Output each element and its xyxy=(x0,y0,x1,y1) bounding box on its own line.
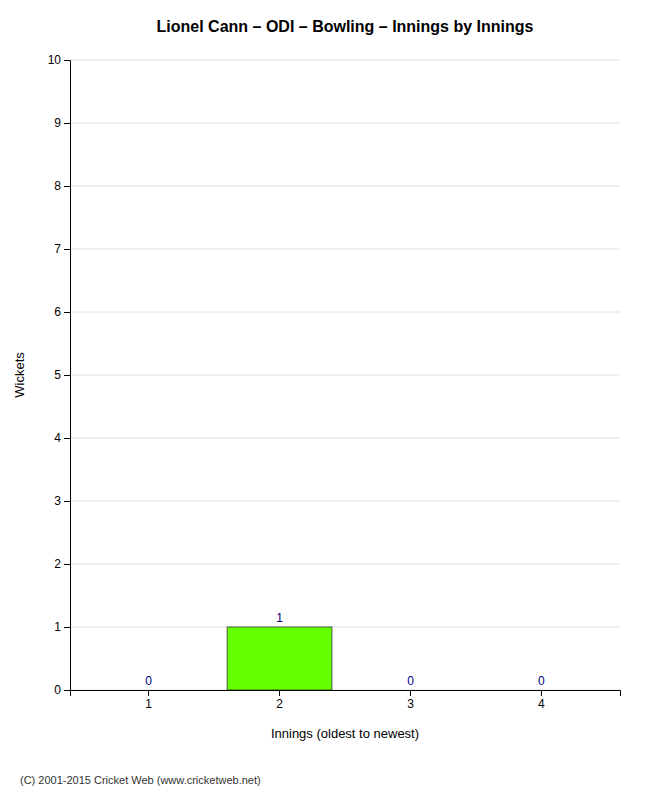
y-tick-label: 9 xyxy=(54,116,61,130)
y-tick-label: 4 xyxy=(54,431,61,445)
bar xyxy=(96,690,201,691)
y-tick-mark xyxy=(64,690,70,691)
data-label: 0 xyxy=(538,674,545,688)
y-tick-mark xyxy=(64,60,70,61)
y-tick: 2 xyxy=(54,557,70,571)
y-tick-mark xyxy=(64,123,70,124)
chart-title: Lionel Cann – ODI – Bowling – Innings by… xyxy=(157,18,534,35)
y-tick-mark xyxy=(64,186,70,187)
bars xyxy=(227,627,332,690)
grid-line xyxy=(70,60,620,61)
grid-line xyxy=(70,312,620,313)
x-tick: 1 xyxy=(145,690,152,711)
y-tick-label: 8 xyxy=(54,179,61,193)
x-tick: 3 xyxy=(407,690,414,711)
y-tick: 5 xyxy=(54,368,70,382)
bar xyxy=(227,627,332,690)
grid-line xyxy=(70,564,620,565)
y-tick-mark xyxy=(64,564,70,565)
footer-annotation: (C) 2001-2015 Cricket Web (www.cricketwe… xyxy=(20,774,261,786)
grid-line xyxy=(70,375,620,376)
grid-line xyxy=(70,249,620,250)
x-tick-label: 3 xyxy=(407,697,414,711)
y-tick-mark xyxy=(64,249,70,250)
y-tick-label: 0 xyxy=(54,683,61,697)
plot-area: 01234567891012340100 xyxy=(48,53,621,710)
y-tick-label: 1 xyxy=(54,620,61,634)
grid-line xyxy=(70,501,620,502)
grid xyxy=(70,60,620,690)
x-tick-label: 2 xyxy=(276,697,283,711)
x-tick-mark xyxy=(541,690,542,696)
chart-svg: 01234567891012340100Lionel Cann – ODI – … xyxy=(0,0,650,800)
data-label: 0 xyxy=(407,674,414,688)
grid-line xyxy=(70,438,620,439)
y-tick: 4 xyxy=(54,431,70,445)
y-tick: 9 xyxy=(54,116,70,130)
data-label: 1 xyxy=(276,611,283,625)
data-label: 0 xyxy=(145,674,152,688)
y-tick: 3 xyxy=(54,494,70,508)
grid-line xyxy=(70,627,620,628)
x-axis-title: Innings (oldest to newest) xyxy=(271,726,419,741)
y-tick: 6 xyxy=(54,305,70,319)
y-axis: 0 1 2 3 4 5 6 7 8 9 10 xyxy=(48,53,71,697)
x-tick-label: 4 xyxy=(538,697,545,711)
y-tick-label: 3 xyxy=(54,494,61,508)
y-tick: 0 xyxy=(54,683,70,697)
x-tick-mark xyxy=(279,690,280,696)
bar xyxy=(358,690,463,691)
x-tick: 4 xyxy=(538,690,545,711)
x-axis: 1 2 3 4 xyxy=(71,690,621,711)
grid-line xyxy=(70,186,620,187)
y-tick-mark xyxy=(64,438,70,439)
chart-container: 01234567891012340100Lionel Cann – ODI – … xyxy=(0,0,650,800)
x-tick-mark xyxy=(410,690,411,696)
x-axis-line xyxy=(71,691,621,697)
y-axis-line xyxy=(64,61,71,691)
y-tick: 8 xyxy=(54,179,70,193)
y-tick-label: 6 xyxy=(54,305,61,319)
y-tick-label: 2 xyxy=(54,557,61,571)
y-axis-title: Wickets xyxy=(12,352,27,398)
data-labels: 0 1 0 0 xyxy=(145,611,545,688)
y-tick-mark xyxy=(64,501,70,502)
y-tick-label: 10 xyxy=(48,53,62,67)
x-tick-label: 1 xyxy=(145,697,152,711)
x-tick-mark xyxy=(148,690,149,696)
y-tick: 1 xyxy=(54,620,70,634)
y-tick-label: 7 xyxy=(54,242,61,256)
y-tick: 7 xyxy=(54,242,70,256)
y-tick-mark xyxy=(64,312,70,313)
y-tick-label: 5 xyxy=(54,368,61,382)
y-tick: 10 xyxy=(48,53,70,67)
bar xyxy=(489,690,594,691)
y-tick-mark xyxy=(64,627,70,628)
x-tick: 2 xyxy=(276,690,283,711)
grid-line xyxy=(70,123,620,124)
y-tick-mark xyxy=(64,375,70,376)
